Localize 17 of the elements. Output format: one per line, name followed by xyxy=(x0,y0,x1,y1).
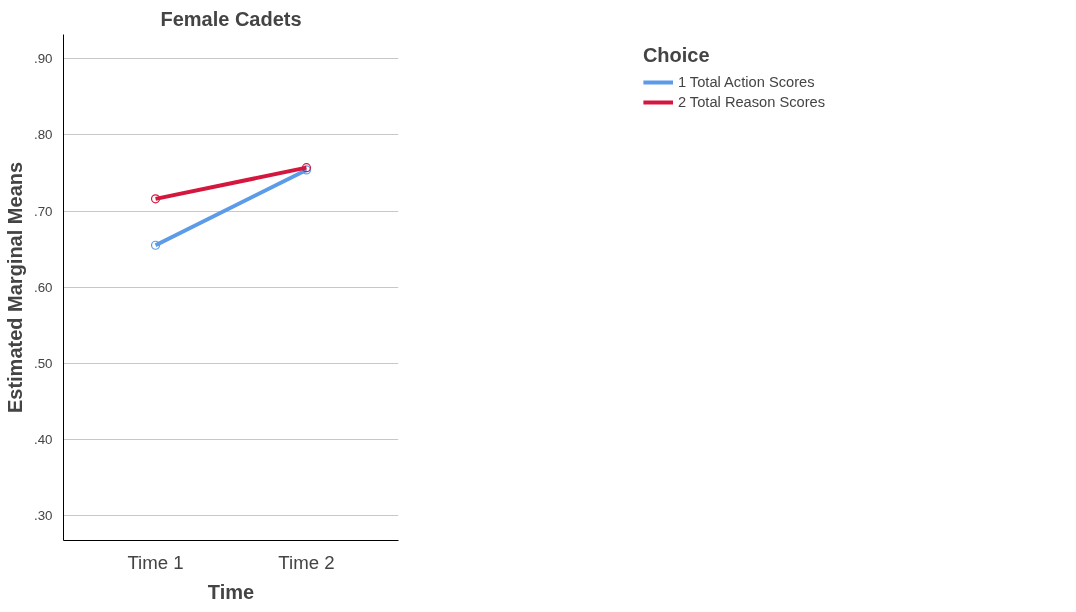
y-tick-label: .50 xyxy=(33,355,53,371)
y-tick-label: .60 xyxy=(33,279,53,295)
x-tick-label: Time 1 xyxy=(127,551,184,573)
point xyxy=(150,240,161,250)
y-tick-label: .70 xyxy=(33,203,53,219)
legend-title: Choice xyxy=(642,44,711,67)
y-tick-label: .90 xyxy=(33,51,53,67)
y-tick-label: .80 xyxy=(33,127,53,143)
y-tick-label: .40 xyxy=(33,431,53,447)
x-tick-label: Time 2 xyxy=(278,551,335,573)
y-tick-label: .30 xyxy=(33,507,53,523)
legend-label: 1 Total Action Scores xyxy=(677,74,815,90)
point xyxy=(150,194,161,204)
chart-title: Female Cadets xyxy=(160,7,302,30)
legend-label: 2 Total Reason Scores xyxy=(677,94,826,110)
y-axis-title: Estimated Marginal Means xyxy=(3,161,26,414)
x-axis-title: Time xyxy=(207,580,255,603)
